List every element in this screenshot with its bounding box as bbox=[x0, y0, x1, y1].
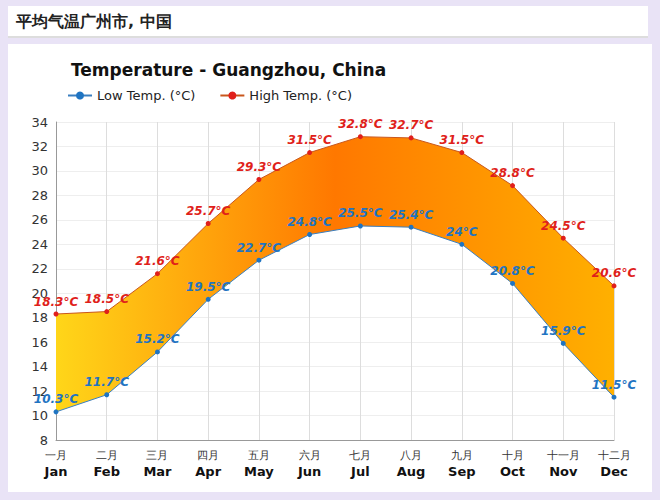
svg-text:26: 26 bbox=[31, 212, 48, 227]
svg-text:24: 24 bbox=[31, 237, 48, 252]
svg-text:20: 20 bbox=[31, 285, 48, 301]
svg-text:18.3°C: 18.3°C bbox=[34, 295, 79, 309]
svg-text:14: 14 bbox=[31, 359, 48, 374]
svg-text:24°C: 24°C bbox=[446, 225, 478, 239]
svg-text:Sep: Sep bbox=[448, 464, 476, 479]
svg-text:Apr: Apr bbox=[195, 464, 221, 479]
svg-text:Aug: Aug bbox=[397, 464, 426, 479]
svg-text:29.3°C: 29.3°C bbox=[237, 160, 282, 174]
svg-text:18.5°C: 18.5°C bbox=[85, 292, 130, 306]
svg-text:28: 28 bbox=[31, 188, 48, 203]
svg-text:31.5°C: 31.5°C bbox=[287, 133, 332, 147]
svg-text:十一月: 十一月 bbox=[547, 449, 580, 462]
svg-text:May: May bbox=[244, 464, 274, 479]
svg-text:16: 16 bbox=[31, 335, 48, 350]
svg-text:30: 30 bbox=[31, 163, 48, 178]
svg-text:15.9°C: 15.9°C bbox=[541, 324, 586, 338]
svg-text:十月: 十月 bbox=[502, 449, 524, 462]
svg-text:25.5°C: 25.5°C bbox=[338, 206, 383, 220]
svg-text:Feb: Feb bbox=[93, 464, 119, 479]
svg-text:22.7°C: 22.7°C bbox=[237, 241, 282, 255]
svg-text:12: 12 bbox=[31, 383, 48, 399]
svg-text:Temperature - Guangzhou, China: Temperature - Guangzhou, China bbox=[71, 60, 386, 80]
svg-text:八月: 八月 bbox=[400, 449, 422, 462]
svg-text:18: 18 bbox=[31, 310, 48, 325]
svg-text:28.8°C: 28.8°C bbox=[490, 166, 535, 180]
svg-text:24.8°C: 24.8°C bbox=[287, 215, 332, 229]
svg-text:25.7°C: 25.7°C bbox=[186, 204, 231, 218]
svg-text:九月: 九月 bbox=[451, 449, 473, 462]
svg-text:32.7°C: 32.7°C bbox=[389, 118, 434, 132]
svg-text:四月: 四月 bbox=[197, 449, 219, 462]
svg-text:十二月: 十二月 bbox=[598, 449, 631, 462]
svg-text:15.2°C: 15.2°C bbox=[135, 332, 180, 346]
svg-text:24.5°C: 24.5°C bbox=[541, 219, 586, 233]
svg-text:Jun: Jun bbox=[297, 464, 321, 479]
svg-text:8: 8 bbox=[40, 433, 48, 448]
svg-text:Dec: Dec bbox=[600, 464, 627, 479]
svg-text:七月: 七月 bbox=[349, 449, 371, 462]
svg-text:五月: 五月 bbox=[248, 449, 270, 462]
svg-text:20.6°C: 20.6°C bbox=[592, 266, 637, 280]
svg-text:Nov: Nov bbox=[549, 464, 578, 479]
svg-text:二月: 二月 bbox=[96, 449, 118, 462]
svg-text:21.6°C: 21.6°C bbox=[135, 254, 180, 268]
svg-text:32.8°C: 32.8°C bbox=[338, 117, 383, 131]
svg-text:三月: 三月 bbox=[146, 449, 168, 462]
svg-text:22: 22 bbox=[31, 261, 48, 276]
svg-text:31.5°C: 31.5°C bbox=[440, 133, 485, 147]
svg-text:Low Temp. (°C): Low Temp. (°C) bbox=[97, 88, 195, 103]
svg-text:Mar: Mar bbox=[143, 464, 172, 479]
svg-text:10: 10 bbox=[31, 408, 48, 423]
html-text:平均气温广州市, 中国: 平均气温广州市, 中国 bbox=[16, 12, 172, 31]
svg-text:10.3°C: 10.3°C bbox=[34, 392, 79, 406]
svg-text:Oct: Oct bbox=[500, 464, 525, 479]
svg-text:Jul: Jul bbox=[350, 464, 370, 479]
svg-text:25.4°C: 25.4°C bbox=[389, 208, 434, 222]
svg-text:High Temp. (°C): High Temp. (°C) bbox=[249, 88, 352, 103]
svg-text:Jan: Jan bbox=[44, 464, 68, 479]
svg-text:34: 34 bbox=[31, 115, 48, 130]
svg-text:六月: 六月 bbox=[299, 449, 321, 462]
svg-text:20.8°C: 20.8°C bbox=[490, 264, 535, 278]
svg-text:一月: 一月 bbox=[45, 449, 67, 462]
svg-text:19.5°C: 19.5°C bbox=[186, 280, 231, 294]
svg-text:32: 32 bbox=[31, 139, 48, 154]
svg-text:11.5°C: 11.5°C bbox=[592, 378, 637, 392]
svg-text:11.7°C: 11.7°C bbox=[85, 375, 130, 389]
